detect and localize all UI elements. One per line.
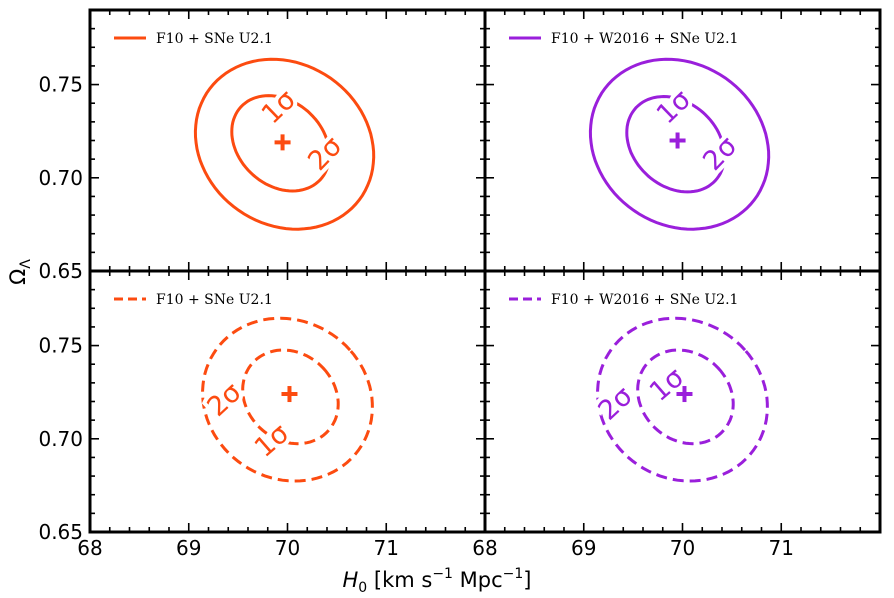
- contour-label-1sigma: 1σ: [249, 418, 295, 464]
- legend: F10 + SNe U2.1: [114, 31, 273, 47]
- legend: F10 + W2016 + SNe U2.1: [509, 31, 738, 47]
- x-tick-label: 68: [77, 536, 102, 560]
- y-tick-label: 0.70: [38, 166, 83, 190]
- x-tick-label: 71: [374, 536, 399, 560]
- legend-label: F10 + W2016 + SNe U2.1: [551, 292, 738, 308]
- frames: [88, 8, 882, 534]
- panel-frame: [483, 269, 882, 534]
- contour-2sigma: [193, 57, 376, 231]
- y-tick-label: 0.75: [38, 73, 83, 97]
- best-fit-marker: [274, 134, 291, 151]
- x-tick-label: 71: [769, 536, 794, 560]
- y-tick-label: 0.65: [38, 259, 83, 283]
- contour-1sigma: [230, 94, 331, 193]
- contour-label-2sigma: 2σ: [302, 131, 348, 177]
- contour-2sigma: [201, 316, 374, 483]
- legend: F10 + SNe U2.1: [114, 292, 273, 308]
- y-tick-label: 0.75: [38, 334, 83, 358]
- contour-label-2sigma: 2σ: [593, 381, 639, 427]
- contour-label-1sigma: 1σ: [256, 84, 302, 130]
- contour-label-2sigma: 2σ: [697, 131, 743, 177]
- best-fit-marker: [669, 132, 686, 149]
- y-axis-label: ΩΛ: [6, 259, 34, 285]
- y-tick-label: 0.70: [38, 427, 83, 451]
- contour-label-1sigma: 1σ: [651, 84, 697, 130]
- x-axis-label: H0 [km s−1 Mpc−1]: [343, 566, 532, 596]
- contour-2sigma: [588, 57, 771, 231]
- x-tick-label: 68: [472, 536, 497, 560]
- x-tick-label: 69: [176, 536, 201, 560]
- best-fit-marker: [676, 386, 693, 403]
- contour-1sigma: [241, 348, 340, 446]
- contour-2sigma: [596, 316, 769, 483]
- x-tick-label: 69: [571, 536, 596, 560]
- x-tick-label: 70: [670, 536, 695, 560]
- best-fit-marker: [281, 386, 298, 403]
- legend-label: F10 + SNe U2.1: [156, 292, 273, 308]
- legend-label: F10 + W2016 + SNe U2.1: [551, 31, 738, 47]
- legend-label: F10 + SNe U2.1: [156, 31, 273, 47]
- y-tick-label: 0.65: [38, 520, 83, 544]
- legend: F10 + W2016 + SNe U2.1: [509, 292, 738, 308]
- contour-1sigma: [636, 348, 735, 446]
- contour-1sigma: [625, 94, 726, 194]
- x-tick-label: 70: [275, 536, 300, 560]
- contour-label-2sigma: 2σ: [201, 377, 247, 423]
